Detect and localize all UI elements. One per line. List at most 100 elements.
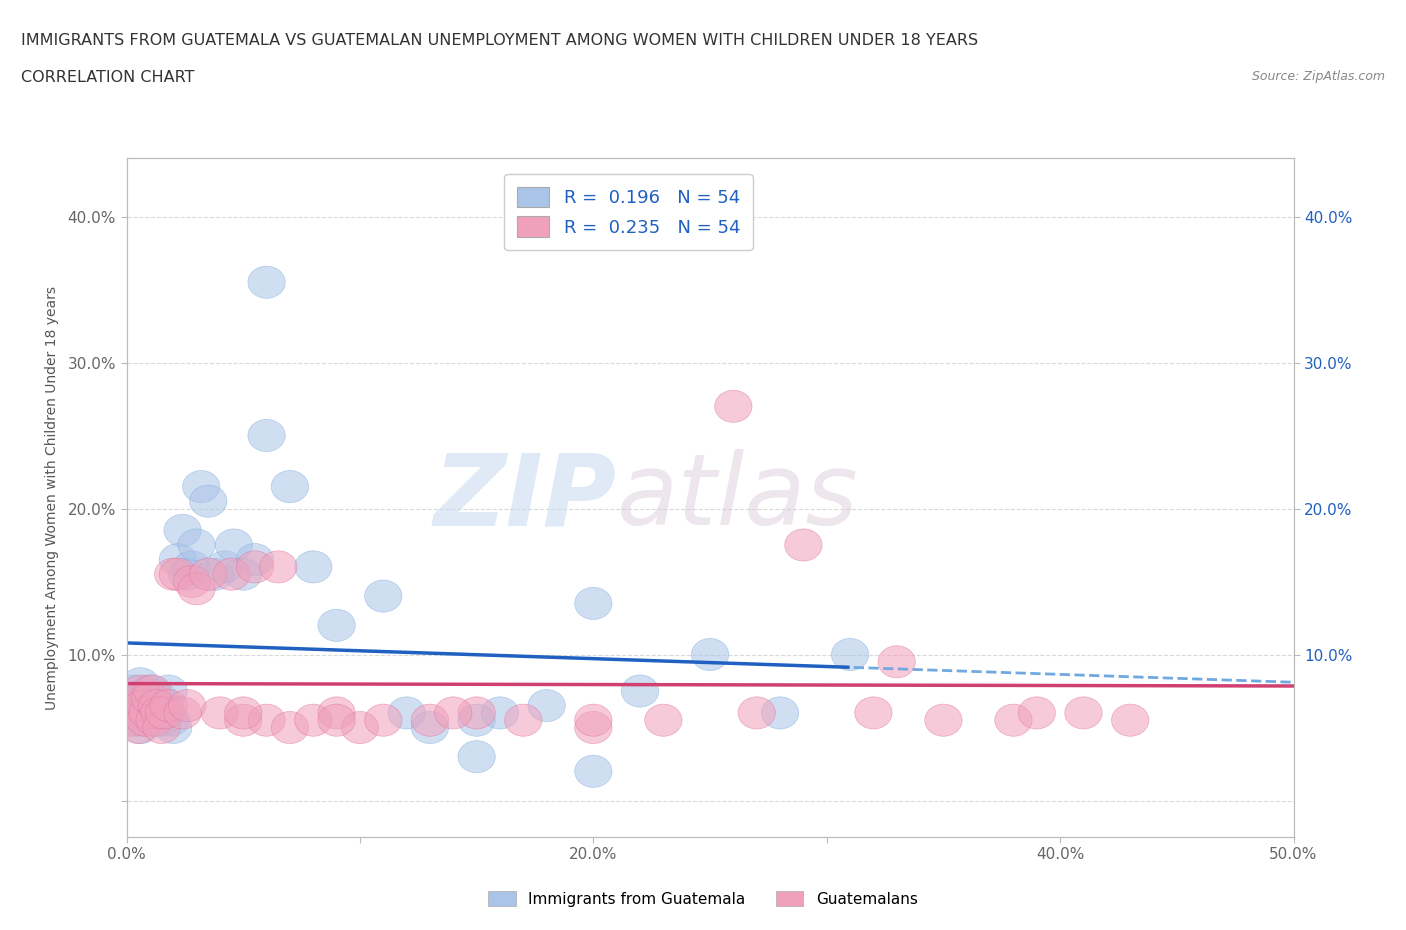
Ellipse shape (692, 638, 728, 671)
Ellipse shape (575, 704, 612, 737)
Ellipse shape (505, 704, 541, 737)
Ellipse shape (159, 558, 197, 591)
Ellipse shape (179, 529, 215, 561)
Ellipse shape (575, 711, 612, 744)
Legend: Immigrants from Guatemala, Guatemalans: Immigrants from Guatemala, Guatemalans (482, 885, 924, 913)
Ellipse shape (738, 697, 775, 729)
Ellipse shape (295, 551, 332, 583)
Ellipse shape (342, 711, 378, 744)
Ellipse shape (145, 689, 183, 722)
Ellipse shape (127, 704, 165, 737)
Ellipse shape (1064, 697, 1102, 729)
Ellipse shape (458, 740, 495, 773)
Ellipse shape (120, 704, 157, 737)
Ellipse shape (127, 689, 165, 722)
Ellipse shape (165, 514, 201, 547)
Ellipse shape (236, 543, 274, 576)
Ellipse shape (190, 485, 226, 517)
Ellipse shape (458, 704, 495, 737)
Ellipse shape (155, 558, 191, 591)
Ellipse shape (131, 683, 169, 714)
Ellipse shape (1018, 697, 1056, 729)
Legend: R =  0.196   N = 54, R =  0.235   N = 54: R = 0.196 N = 54, R = 0.235 N = 54 (503, 174, 752, 250)
Ellipse shape (621, 675, 658, 707)
Ellipse shape (271, 471, 308, 502)
Ellipse shape (150, 689, 187, 722)
Ellipse shape (575, 755, 612, 788)
Ellipse shape (855, 697, 891, 729)
Ellipse shape (831, 638, 869, 671)
Ellipse shape (295, 704, 332, 737)
Ellipse shape (529, 689, 565, 722)
Ellipse shape (122, 711, 159, 744)
Ellipse shape (138, 689, 176, 722)
Ellipse shape (215, 529, 253, 561)
Ellipse shape (124, 697, 162, 729)
Text: Source: ZipAtlas.com: Source: ZipAtlas.com (1251, 70, 1385, 83)
Ellipse shape (117, 683, 155, 714)
Ellipse shape (247, 704, 285, 737)
Ellipse shape (412, 704, 449, 737)
Ellipse shape (115, 689, 152, 722)
Ellipse shape (169, 689, 205, 722)
Text: ZIP: ZIP (433, 449, 617, 546)
Text: atlas: atlas (617, 449, 858, 546)
Ellipse shape (117, 697, 155, 729)
Ellipse shape (112, 704, 150, 737)
Ellipse shape (141, 683, 179, 714)
Ellipse shape (169, 558, 205, 591)
Ellipse shape (762, 697, 799, 729)
Ellipse shape (120, 689, 157, 722)
Ellipse shape (127, 704, 165, 737)
Ellipse shape (136, 704, 173, 737)
Ellipse shape (122, 675, 159, 707)
Ellipse shape (122, 668, 159, 699)
Ellipse shape (225, 558, 262, 591)
Ellipse shape (134, 697, 172, 729)
Ellipse shape (645, 704, 682, 737)
Ellipse shape (995, 704, 1032, 737)
Ellipse shape (318, 704, 356, 737)
Ellipse shape (212, 558, 250, 591)
Ellipse shape (152, 704, 190, 737)
Ellipse shape (225, 697, 262, 729)
Ellipse shape (124, 683, 162, 714)
Ellipse shape (115, 675, 152, 707)
Ellipse shape (318, 697, 356, 729)
Ellipse shape (136, 689, 173, 722)
Ellipse shape (785, 529, 823, 561)
Ellipse shape (131, 675, 169, 707)
Ellipse shape (247, 419, 285, 452)
Ellipse shape (201, 697, 239, 729)
Ellipse shape (197, 558, 233, 591)
Ellipse shape (247, 266, 285, 299)
Ellipse shape (364, 580, 402, 612)
Y-axis label: Unemployment Among Women with Children Under 18 years: Unemployment Among Women with Children U… (45, 286, 59, 710)
Ellipse shape (120, 711, 157, 744)
Ellipse shape (714, 391, 752, 422)
Ellipse shape (388, 697, 425, 729)
Ellipse shape (134, 675, 172, 707)
Ellipse shape (159, 543, 197, 576)
Ellipse shape (143, 704, 180, 737)
Ellipse shape (458, 697, 495, 729)
Ellipse shape (138, 697, 176, 729)
Ellipse shape (129, 683, 166, 714)
Ellipse shape (148, 697, 186, 729)
Ellipse shape (260, 551, 297, 583)
Ellipse shape (136, 704, 173, 737)
Ellipse shape (112, 683, 150, 714)
Ellipse shape (183, 471, 219, 502)
Ellipse shape (141, 697, 179, 729)
Ellipse shape (145, 697, 183, 729)
Text: CORRELATION CHART: CORRELATION CHART (21, 70, 194, 85)
Ellipse shape (173, 551, 211, 583)
Ellipse shape (129, 697, 166, 729)
Ellipse shape (271, 711, 308, 744)
Ellipse shape (173, 565, 211, 598)
Ellipse shape (165, 697, 201, 729)
Ellipse shape (120, 697, 157, 729)
Ellipse shape (236, 551, 274, 583)
Ellipse shape (364, 704, 402, 737)
Ellipse shape (481, 697, 519, 729)
